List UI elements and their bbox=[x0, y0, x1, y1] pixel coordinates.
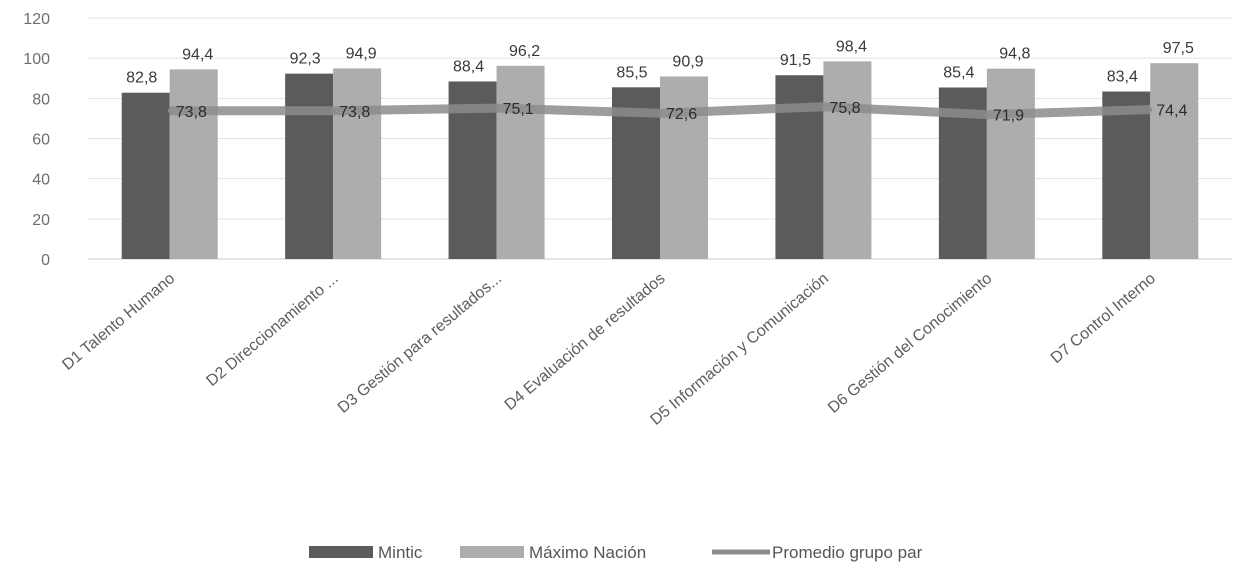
point-promedio-grupo-par bbox=[984, 112, 989, 117]
legend-swatch-mintic bbox=[309, 546, 373, 558]
data-label-maximo-nacion: 90,9 bbox=[672, 53, 703, 70]
legend-label-maximo-nacion: Máximo Nación bbox=[529, 543, 646, 562]
y-tick-label: 60 bbox=[32, 132, 50, 149]
legend-label-promedio: Promedio grupo par bbox=[772, 543, 923, 562]
category-label: D6 Gestión del Conocimiento bbox=[825, 270, 995, 417]
data-label-maximo-nacion: 98,4 bbox=[836, 38, 867, 55]
bars bbox=[121, 61, 1199, 260]
y-tick-label: 20 bbox=[32, 212, 50, 229]
data-label-promedio-grupo-par: 72,6 bbox=[666, 106, 697, 123]
data-label-mintic: 83,4 bbox=[1107, 69, 1138, 86]
data-label-mintic: 85,4 bbox=[943, 64, 974, 81]
data-labels: 82,8 92,3 88,4 85,5 91,5 85,4 83,4 94,4 94,9 96,2… bbox=[126, 38, 1194, 124]
bar-maximo-nacion bbox=[660, 76, 708, 259]
bar-maximo-nacion bbox=[169, 69, 218, 259]
bar-maximo-nacion bbox=[823, 61, 872, 259]
data-label-maximo-nacion: 94,9 bbox=[346, 45, 377, 62]
data-label-promedio-grupo-par: 75,8 bbox=[829, 100, 860, 117]
category-label: D1 Talento Humano bbox=[59, 270, 178, 374]
data-label-promedio-grupo-par: 73,8 bbox=[339, 104, 370, 121]
data-label-mintic: 85,5 bbox=[616, 64, 647, 81]
bar-mintic bbox=[121, 92, 170, 260]
y-tick-label: 120 bbox=[23, 11, 50, 28]
y-axis: 0 20 40 60 80 100 120 bbox=[23, 11, 50, 269]
bar-maximo-nacion bbox=[986, 68, 1035, 259]
category-label: D4 Evaluación de resultados bbox=[502, 270, 669, 414]
data-label-promedio-grupo-par: 71,9 bbox=[993, 108, 1024, 125]
bar-mintic bbox=[1102, 91, 1151, 259]
legend: Mintic Máximo Nación Promedio grupo par bbox=[309, 543, 923, 562]
category-label: D3 Gestión para resultados... bbox=[335, 270, 505, 417]
average-line bbox=[167, 102, 1153, 120]
data-label-maximo-nacion: 96,2 bbox=[509, 43, 540, 60]
bar-maximo-nacion bbox=[1150, 63, 1199, 259]
data-label-promedio-grupo-par: 73,8 bbox=[176, 104, 207, 121]
bar-maximo-nacion bbox=[496, 65, 545, 259]
bar-maximo-nacion bbox=[333, 68, 382, 259]
category-label: D7 Control Interno bbox=[1048, 270, 1159, 367]
bar-mintic bbox=[285, 73, 334, 260]
legend-swatch-maximo-nacion bbox=[460, 546, 524, 558]
y-tick-label: 40 bbox=[32, 172, 50, 189]
point-promedio-grupo-par bbox=[1148, 107, 1153, 112]
data-label-mintic: 82,8 bbox=[126, 70, 157, 87]
data-label-mintic: 92,3 bbox=[290, 51, 321, 68]
data-label-promedio-grupo-par: 75,1 bbox=[503, 101, 534, 118]
legend-label-mintic: Mintic bbox=[378, 543, 423, 562]
point-promedio-grupo-par bbox=[658, 111, 662, 116]
y-tick-label: 0 bbox=[41, 252, 50, 269]
data-label-maximo-nacion: 94,8 bbox=[999, 46, 1030, 63]
data-label-promedio-grupo-par: 74,4 bbox=[1156, 103, 1187, 120]
point-promedio-grupo-par bbox=[167, 108, 172, 113]
data-label-mintic: 88,4 bbox=[453, 58, 484, 75]
category-label: D5 Información y Comunicación bbox=[647, 270, 832, 429]
data-label-maximo-nacion: 97,5 bbox=[1163, 40, 1194, 57]
x-axis: D1 Talento Humano D2 Direccionamiento ...… bbox=[59, 270, 1159, 429]
data-label-mintic: 91,5 bbox=[780, 52, 811, 69]
point-promedio-grupo-par bbox=[331, 108, 336, 113]
y-tick-label: 100 bbox=[23, 51, 50, 68]
point-promedio-grupo-par bbox=[494, 106, 499, 111]
category-label: D2 Direccionamiento ... bbox=[203, 270, 341, 390]
y-tick-label: 80 bbox=[32, 91, 50, 108]
point-promedio-grupo-par bbox=[821, 104, 826, 109]
data-label-maximo-nacion: 94,4 bbox=[182, 46, 213, 63]
